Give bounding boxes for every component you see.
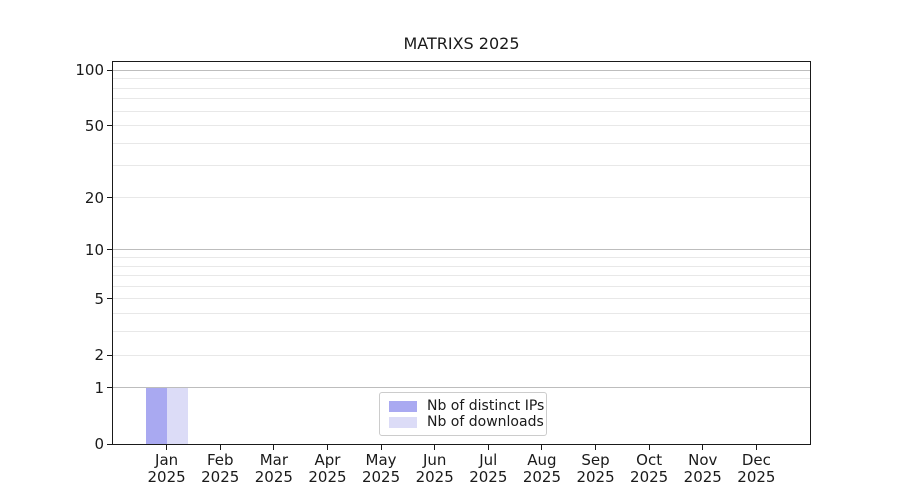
x-tick-label-jan: Jan 2025 (147, 451, 186, 486)
x-tick-label-apr: Apr 2025 (308, 451, 347, 486)
bar-downloads-jan (166, 387, 188, 444)
gridline-minor-3 (113, 331, 810, 333)
y-tick-mark-20 (107, 197, 113, 199)
gridline-minor-90 (113, 78, 810, 80)
legend-swatch-distinct-ips-icon (389, 400, 417, 412)
x-tick-mark-may (380, 445, 382, 450)
y-tick-mark-1 (107, 387, 113, 389)
x-tick-mark-mar (273, 445, 275, 450)
gridline-minor-30 (113, 165, 810, 167)
plot-area: Nb of distinct IPs Nb of downloads (112, 61, 811, 445)
x-tick-label-jul: Jul 2025 (469, 451, 508, 486)
legend-item-distinct-ips: Nb of distinct IPs (389, 398, 544, 414)
gridline-major-10 (113, 249, 810, 251)
y-tick-label-0: 0 (94, 435, 104, 453)
x-tick-mark-oct (648, 445, 650, 450)
x-tick-mark-dec (755, 445, 757, 450)
legend-label-downloads: Nb of downloads (427, 414, 544, 430)
x-tick-mark-aug (541, 445, 543, 450)
gridline-minor-80 (113, 87, 810, 89)
y-tick-label-10: 10 (84, 240, 104, 259)
legend-item-downloads: Nb of downloads (389, 414, 544, 430)
x-tick-mark-feb (219, 445, 221, 450)
x-tick-mark-sep (595, 445, 597, 450)
plot-canvas (113, 62, 810, 444)
gridline-minor-6 (113, 285, 810, 287)
gridline-minor-70 (113, 98, 810, 100)
legend: Nb of distinct IPs Nb of downloads (379, 392, 547, 436)
x-tick-mark-jul (487, 445, 489, 450)
gridline-minor-20 (113, 197, 810, 199)
gridline-minor-4 (113, 313, 810, 315)
x-tick-label-oct: Oct 2025 (630, 451, 669, 486)
x-tick-mark-jan (166, 445, 168, 450)
gridline-minor-40 (113, 142, 810, 144)
y-tick-mark-5 (107, 298, 113, 300)
y-tick-label-50: 50 (84, 116, 104, 135)
x-tick-label-jun: Jun 2025 (415, 451, 454, 486)
x-tick-label-sep: Sep 2025 (576, 451, 615, 486)
gridline-major-1 (113, 387, 810, 389)
chart-title: MATRIXS 2025 (403, 34, 520, 53)
x-tick-mark-nov (702, 445, 704, 450)
x-tick-label-feb: Feb 2025 (201, 451, 240, 486)
gridline-major-100 (113, 69, 810, 71)
x-tick-label-dec: Dec 2025 (737, 451, 776, 486)
x-tick-label-nov: Nov 2025 (683, 451, 722, 486)
y-tick-label-5: 5 (94, 289, 104, 308)
gridline-minor-60 (113, 110, 810, 112)
gridline-minor-7 (113, 275, 810, 277)
x-tick-mark-apr (326, 445, 328, 450)
y-tick-label-2: 2 (94, 346, 104, 365)
gridline-minor-50 (113, 125, 810, 127)
legend-label-distinct-ips: Nb of distinct IPs (427, 398, 545, 414)
legend-swatch-downloads-icon (389, 416, 417, 428)
gridline-minor-5 (113, 298, 810, 300)
x-tick-label-aug: Aug 2025 (522, 451, 562, 486)
y-tick-mark-10 (107, 249, 113, 251)
gridline-minor-8 (113, 265, 810, 267)
gridline-minor-9 (113, 257, 810, 259)
x-tick-label-mar: Mar 2025 (254, 451, 293, 486)
y-tick-mark-0 (107, 443, 113, 445)
y-tick-label-20: 20 (84, 188, 104, 207)
y-tick-mark-2 (107, 354, 113, 356)
y-tick-label-100: 100 (75, 61, 104, 80)
y-tick-mark-50 (107, 125, 113, 127)
gridline-minor-2 (113, 354, 810, 356)
x-tick-mark-jun (434, 445, 436, 450)
bar-distinct-ips-jan (145, 387, 167, 444)
x-tick-label-may: May 2025 (361, 451, 401, 486)
y-tick-mark-100 (107, 69, 113, 71)
y-tick-label-1: 1 (94, 378, 104, 397)
